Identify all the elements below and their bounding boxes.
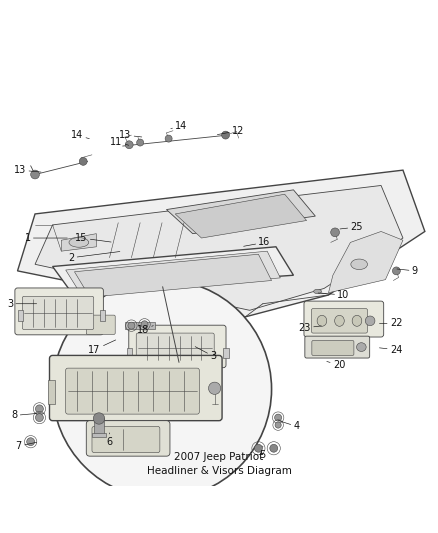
Circle shape	[254, 445, 262, 452]
Ellipse shape	[352, 316, 362, 326]
FancyBboxPatch shape	[129, 325, 226, 368]
Bar	[94, 418, 104, 435]
Polygon shape	[18, 170, 425, 317]
Bar	[48, 381, 55, 405]
FancyBboxPatch shape	[305, 336, 370, 358]
FancyBboxPatch shape	[311, 309, 367, 333]
Circle shape	[222, 131, 230, 139]
Bar	[18, 310, 23, 321]
Text: 1: 1	[25, 233, 67, 243]
Text: 25: 25	[340, 222, 363, 232]
FancyBboxPatch shape	[304, 301, 384, 337]
Text: 16: 16	[244, 237, 271, 247]
Circle shape	[392, 267, 400, 275]
Circle shape	[31, 170, 39, 179]
FancyBboxPatch shape	[86, 421, 170, 456]
FancyBboxPatch shape	[66, 368, 199, 414]
FancyBboxPatch shape	[49, 356, 222, 421]
FancyBboxPatch shape	[136, 333, 214, 363]
FancyBboxPatch shape	[92, 426, 160, 453]
FancyBboxPatch shape	[86, 315, 115, 334]
Text: 15: 15	[75, 233, 111, 243]
Text: 6: 6	[106, 433, 113, 447]
Polygon shape	[53, 247, 293, 290]
Circle shape	[331, 228, 339, 237]
Circle shape	[79, 157, 87, 165]
Circle shape	[53, 280, 272, 499]
Circle shape	[270, 445, 278, 452]
Text: 20: 20	[327, 360, 345, 370]
Ellipse shape	[357, 343, 366, 351]
Bar	[125, 322, 155, 329]
Circle shape	[141, 321, 148, 328]
Polygon shape	[74, 254, 272, 297]
Circle shape	[93, 413, 105, 424]
Ellipse shape	[335, 316, 344, 326]
Bar	[92, 433, 106, 437]
Text: 14: 14	[71, 130, 89, 140]
Text: 7: 7	[16, 441, 37, 451]
Circle shape	[35, 414, 43, 422]
FancyBboxPatch shape	[22, 296, 94, 329]
Polygon shape	[66, 251, 280, 295]
Polygon shape	[328, 231, 403, 293]
Ellipse shape	[314, 289, 321, 294]
Text: 14: 14	[171, 122, 187, 131]
Circle shape	[35, 405, 43, 413]
FancyBboxPatch shape	[15, 288, 103, 335]
Ellipse shape	[69, 238, 88, 247]
Text: 5: 5	[260, 446, 266, 460]
Text: 11: 11	[110, 136, 129, 147]
Circle shape	[125, 141, 133, 149]
Polygon shape	[166, 190, 315, 233]
Text: 3: 3	[195, 346, 216, 361]
Text: 8: 8	[11, 410, 37, 421]
Circle shape	[128, 322, 135, 329]
Text: 2: 2	[68, 252, 120, 263]
Text: 2007 Jeep Patriot
Headliner & Visors Diagram: 2007 Jeep Patriot Headliner & Visors Dia…	[147, 452, 291, 476]
Bar	[223, 348, 229, 359]
Circle shape	[137, 139, 144, 146]
Polygon shape	[175, 194, 307, 238]
Text: 13: 13	[119, 130, 142, 140]
Circle shape	[27, 438, 35, 446]
Polygon shape	[35, 185, 403, 310]
Text: 18: 18	[137, 325, 153, 335]
Ellipse shape	[351, 259, 367, 270]
Polygon shape	[61, 233, 96, 251]
Text: 4: 4	[279, 421, 300, 431]
Circle shape	[365, 316, 375, 326]
Circle shape	[165, 135, 172, 142]
Text: 12: 12	[217, 126, 244, 136]
Text: 3: 3	[7, 298, 37, 309]
Bar	[127, 348, 132, 359]
Bar	[100, 310, 105, 321]
Circle shape	[275, 422, 281, 428]
Text: 9: 9	[397, 266, 418, 276]
Text: 13: 13	[14, 165, 41, 175]
Ellipse shape	[317, 316, 327, 326]
Text: 22: 22	[379, 318, 403, 328]
Text: 23: 23	[299, 323, 321, 333]
Text: 24: 24	[379, 345, 402, 355]
Circle shape	[275, 414, 282, 421]
Circle shape	[208, 382, 221, 394]
FancyBboxPatch shape	[312, 341, 354, 356]
Text: 17: 17	[88, 340, 116, 355]
Text: 10: 10	[318, 290, 350, 300]
